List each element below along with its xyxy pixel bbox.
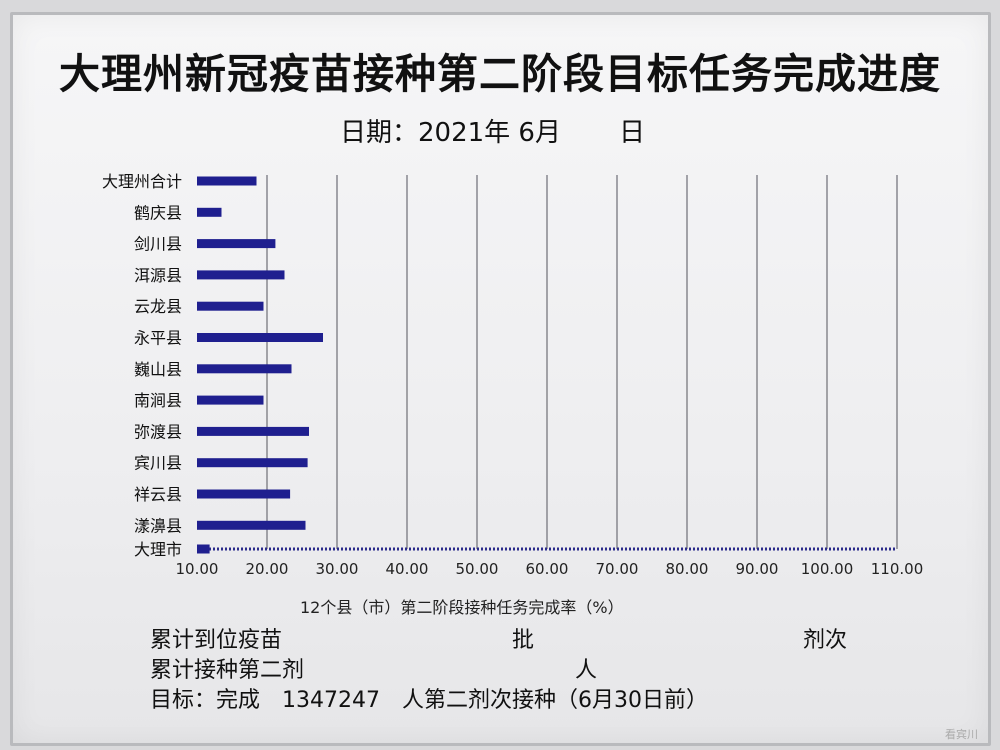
y-category-label: 鹤庆县 xyxy=(134,203,182,222)
bar-chart: 10.00 20.00 30.00 40.00 50.00 60.00 70.00 80.00… xyxy=(102,172,924,578)
info-line-1-mid: 批 xyxy=(512,628,535,653)
bar xyxy=(197,301,264,311)
x-tick-label: 40.00 xyxy=(386,560,429,578)
bar xyxy=(197,458,308,468)
date-day: 日 xyxy=(618,118,645,148)
bar xyxy=(197,239,276,249)
bar xyxy=(197,520,306,530)
y-category-label: 大理市 xyxy=(134,540,182,559)
info-line-2-mid: 人 xyxy=(575,658,598,683)
x-tick-label: 10.00 xyxy=(176,560,219,578)
info-line-1: 累计到位疫苗 xyxy=(150,622,282,654)
bar xyxy=(197,270,285,280)
y-category-label: 祥云县 xyxy=(134,485,182,504)
date-label: 日期：2021年 6月 xyxy=(340,118,561,148)
x-tick-label: 30.00 xyxy=(316,560,359,578)
bar xyxy=(197,333,323,342)
x-tick-label: 110.00 xyxy=(871,560,924,578)
x-tick-label: 70.00 xyxy=(596,560,639,578)
target-rest: 人第二剂次接种（6月30日前） xyxy=(402,688,708,713)
bar xyxy=(197,544,210,554)
y-category-label: 宾川县 xyxy=(134,454,182,473)
x-tick-label: 80.00 xyxy=(666,560,709,578)
y-category-label: 洱源县 xyxy=(134,266,182,285)
info-line-1-end: 剂次 xyxy=(803,628,848,653)
page-title: 大理州新冠疫苗接种第二阶段目标任务完成进度 xyxy=(59,50,941,98)
y-category-label: 剑川县 xyxy=(134,235,182,254)
bar xyxy=(197,176,257,186)
bar xyxy=(197,426,309,436)
x-tick-label: 20.00 xyxy=(246,560,289,578)
y-category-label: 漾濞县 xyxy=(134,516,182,535)
y-category-label: 弥渡县 xyxy=(134,422,182,441)
bar xyxy=(197,395,264,405)
vaccine-arrived-label: 累计到位疫苗 xyxy=(150,628,283,653)
info-line-2: 累计接种第二剂 xyxy=(150,658,305,683)
y-category-label: 巍山县 xyxy=(134,360,182,379)
x-axis-label: 12个县（市）第二阶段接种任务完成率（%） xyxy=(300,598,624,617)
bar xyxy=(197,364,292,374)
y-category-label: 云龙县 xyxy=(134,297,182,316)
bar xyxy=(197,207,222,217)
y-category-label: 南涧县 xyxy=(134,391,182,410)
target-label: 目标：完成 xyxy=(150,688,261,713)
y-category-label: 大理州合计 xyxy=(102,172,182,191)
bar xyxy=(197,489,291,499)
watermark: 看宾川 xyxy=(945,728,978,741)
date-line: 日期：2021年 6月 日 xyxy=(340,112,645,149)
y-category-label: 永平县 xyxy=(134,329,182,348)
target-value: 1347247 xyxy=(282,688,380,713)
x-tick-label: 60.00 xyxy=(526,560,569,578)
x-tick-label: 50.00 xyxy=(456,560,499,578)
x-tick-label: 90.00 xyxy=(736,560,779,578)
info-line-3: 目标：完成 1347247 人第二剂次接种（6月30日前） xyxy=(150,682,708,714)
x-tick-label: 100.00 xyxy=(801,560,854,578)
